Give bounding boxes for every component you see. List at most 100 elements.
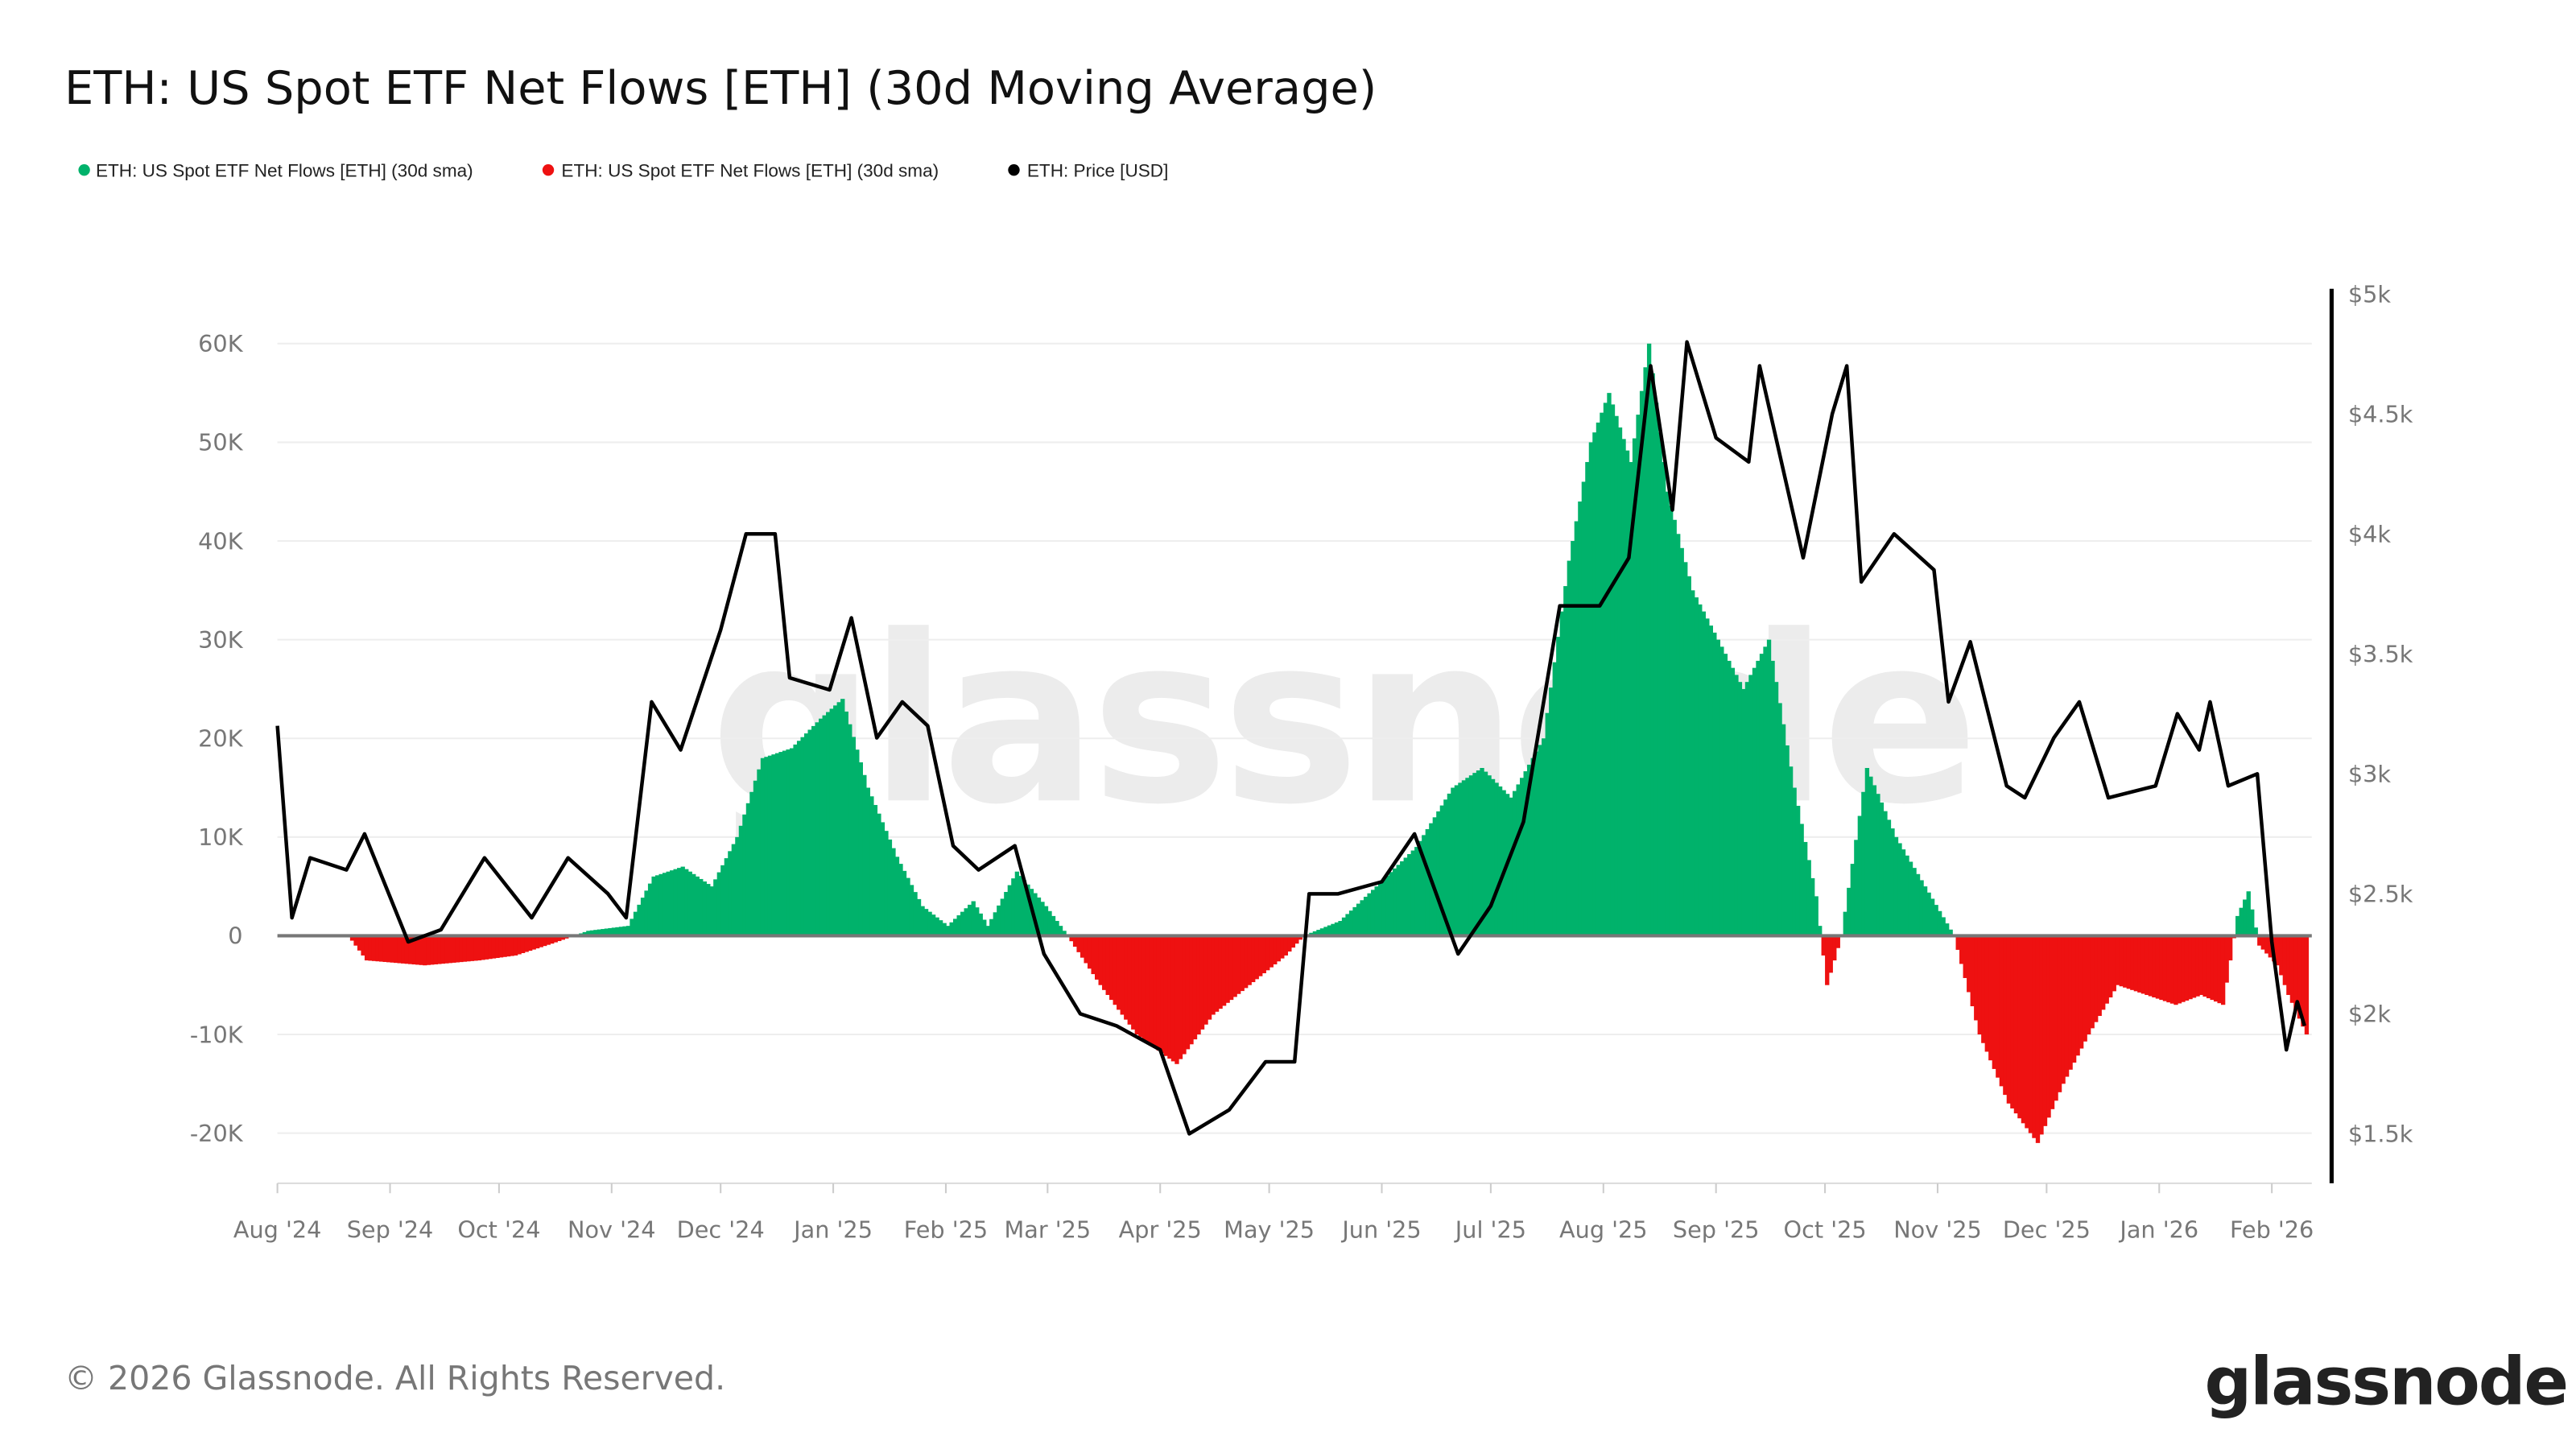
- outflow-bar: [2046, 935, 2051, 1118]
- inflow-bar: [745, 803, 751, 936]
- inflow-bar: [1022, 880, 1027, 936]
- outflow-bar: [1290, 935, 1296, 948]
- inflow-bar: [1672, 519, 1677, 936]
- inflow-bar: [644, 890, 649, 936]
- right-tick-label: $2k: [2348, 1001, 2392, 1028]
- outflow-bar: [353, 935, 358, 946]
- outflow-bar: [1203, 935, 1208, 1025]
- inflow-bar: [1396, 865, 1401, 936]
- outflow-bar: [1821, 935, 1826, 956]
- inflow-bar: [1915, 873, 1921, 936]
- legend-label-outflows[interactable]: ETH: US Spot ETF Net Flows [ETH] (30d sm…: [561, 160, 939, 180]
- inflow-bar: [622, 926, 627, 936]
- inflow-bar: [1803, 841, 1808, 936]
- outflow-bar: [2032, 935, 2037, 1138]
- inflow-bar: [880, 822, 886, 936]
- x-tick-label: May '25: [1224, 1216, 1315, 1244]
- inflow-bar: [898, 864, 903, 936]
- inflow-bar: [927, 911, 932, 936]
- inflow-bar: [1425, 829, 1430, 936]
- outflow-bar: [437, 935, 442, 964]
- outflow-bar: [2210, 935, 2215, 1001]
- inflow-bar: [1381, 879, 1386, 936]
- outflow-bar: [1199, 935, 1205, 1030]
- outflow-bar: [1072, 935, 1078, 947]
- outflow-bar: [1992, 935, 1996, 1069]
- inflow-bar: [1676, 534, 1681, 936]
- inflow-bar: [993, 912, 997, 936]
- inflow-bar: [749, 791, 754, 936]
- inflow-bar: [1549, 687, 1554, 936]
- inflow-bar: [1319, 928, 1325, 936]
- outflow-bar: [2028, 935, 2033, 1133]
- legend-label-inflows[interactable]: ETH: US Spot ETF Net Flows [ETH] (30d sm…: [96, 160, 473, 180]
- outflow-bar: [2181, 935, 2186, 1002]
- inflow-bar: [680, 866, 685, 936]
- inflow-bar: [774, 753, 780, 936]
- inflow-bar: [855, 749, 860, 936]
- inflow-bar: [742, 814, 747, 936]
- outflow-bar: [557, 935, 562, 942]
- inflow-bar: [982, 919, 987, 936]
- inflow-bar: [1897, 843, 1902, 936]
- outflow-bar: [1146, 935, 1150, 1043]
- outflow-bar: [560, 935, 565, 940]
- inflow-bar: [1748, 675, 1753, 936]
- inflow-bar: [735, 836, 740, 936]
- x-tick-label: Sep '25: [1673, 1216, 1760, 1244]
- inflow-bar: [1741, 688, 1746, 936]
- outflow-bar: [517, 935, 522, 955]
- inflow-bar: [2243, 899, 2248, 936]
- outflow-bar: [2282, 935, 2288, 985]
- inflow-bar: [670, 870, 675, 936]
- outflow-bar: [1225, 935, 1230, 1003]
- outflow-bar: [419, 935, 423, 965]
- outflow-bar: [502, 935, 507, 957]
- inflow-bar: [1861, 791, 1866, 936]
- outflow-bar: [433, 935, 438, 964]
- outflow-bar: [455, 935, 460, 963]
- outflow-bar: [1153, 935, 1158, 1048]
- inflow-bar: [1000, 898, 1005, 936]
- outflow-bar: [1174, 935, 1179, 1064]
- inflow-bar: [1847, 887, 1852, 936]
- outflow-bar: [1120, 935, 1125, 1015]
- outflow-bar: [1258, 935, 1263, 976]
- inflow-bar: [1883, 811, 1888, 936]
- inflow-bar: [1785, 745, 1790, 936]
- inflow-bar: [1893, 836, 1899, 936]
- inflow-bar: [677, 868, 682, 936]
- outflow-bar: [2017, 935, 2022, 1119]
- inflow-bar: [906, 877, 910, 936]
- outflow-bar: [1095, 935, 1100, 980]
- inflow-bar: [1458, 782, 1463, 936]
- inflow-bar: [1665, 491, 1670, 936]
- outflow-bar: [535, 935, 540, 949]
- inflow-bar: [625, 926, 631, 936]
- inflow-bar: [1011, 878, 1016, 936]
- inflow-bar: [1592, 432, 1597, 936]
- glassnode-logo: glassnode: [2204, 1344, 2567, 1421]
- inflow-bar: [916, 898, 922, 936]
- outflow-bar: [469, 935, 475, 961]
- legend-marker-outflows: [542, 163, 555, 176]
- inflow-bar: [1454, 785, 1459, 936]
- right-tick-label: $1.5k: [2348, 1121, 2413, 1148]
- outflow-bar: [411, 935, 416, 965]
- inflow-bar: [1810, 877, 1815, 936]
- inflow-bar: [706, 884, 711, 936]
- outflow-bar: [2148, 935, 2153, 997]
- inflow-bar: [1854, 840, 1859, 936]
- inflow-bar: [1352, 906, 1357, 936]
- inflow-bar: [1026, 884, 1030, 936]
- left-tick-label: 20K: [198, 724, 244, 752]
- legend-label-price[interactable]: ETH: Price [USD]: [1027, 160, 1168, 180]
- inflow-bar: [923, 909, 929, 936]
- left-tick-label: 50K: [198, 429, 244, 456]
- outflow-bar: [1996, 935, 2000, 1078]
- outflow-bar: [1283, 935, 1288, 956]
- inflow-bar: [1621, 439, 1626, 936]
- outflow-bar: [1236, 935, 1241, 994]
- right-tick-label: $3.5k: [2348, 641, 2413, 668]
- inflow-bar: [1367, 893, 1372, 936]
